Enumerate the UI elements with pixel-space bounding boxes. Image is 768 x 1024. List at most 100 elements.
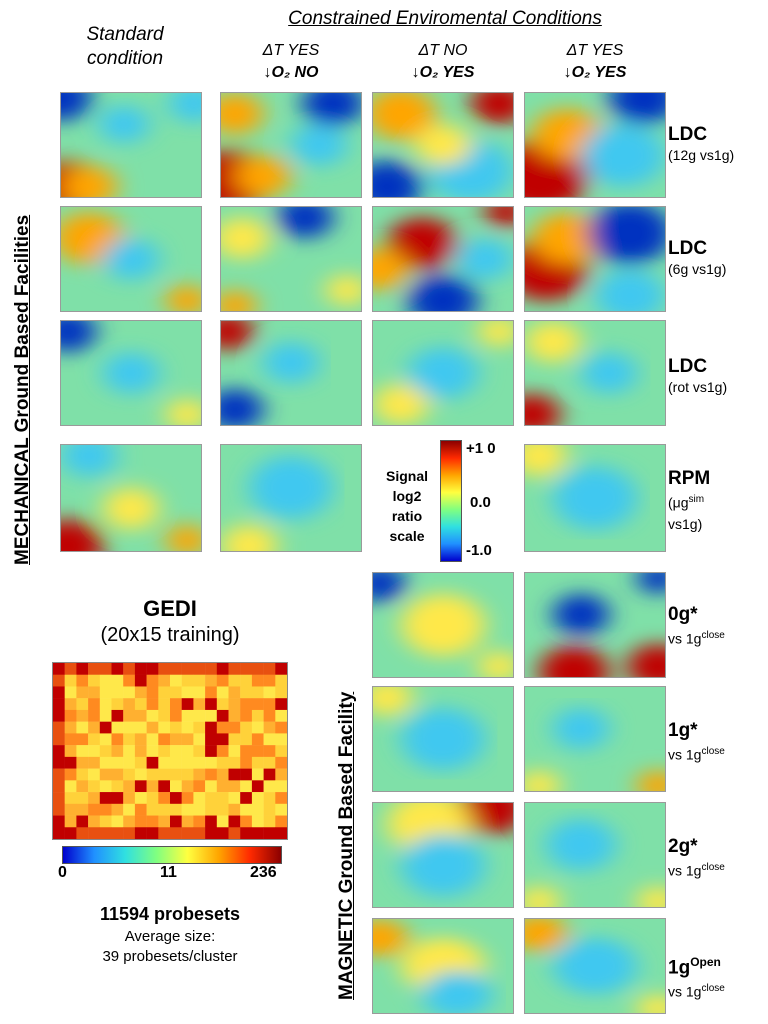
gedi-cell [216,709,229,722]
gedi-cell [240,674,253,687]
gedi-cell [181,721,194,734]
gedi-cell [216,674,229,687]
gedi-cell [134,674,147,687]
gedi-cell [123,721,136,734]
gedi-cell [111,698,124,711]
gedi-cell [76,709,89,722]
gedi-cell [240,698,253,711]
gedi-cell [99,663,112,675]
gedi-cell [111,803,124,816]
gedi-cell [158,663,171,675]
gedi-cell [193,721,206,734]
row-label-2g-sup: close [701,862,725,873]
gedi-cell [205,698,218,711]
gedi-cell [53,674,65,687]
gedi-cell [99,721,112,734]
row-label-rpm-sup: sim [688,494,705,505]
heatmap-tile-r1-c2 [220,92,362,198]
gedi-cell [228,803,241,816]
heatmap-tile-r8-c4 [524,918,666,1014]
gedi-cell [134,756,147,769]
row-label-1g: 1g* vs 1gclose [668,720,725,766]
gedi-cell [111,663,124,675]
gedi-cell [158,745,171,758]
gedi-cell [76,745,89,758]
gedi-cell [228,686,241,699]
gedi-cell [99,792,112,805]
gedi-cell [251,768,264,781]
gedi-cell [240,803,253,816]
gedi-cell [205,768,218,781]
gedi-cell [76,733,89,746]
gedi-cell [181,780,194,793]
gedi-cell [228,745,241,758]
row-label-rpm-sub1: (μg [668,494,689,511]
condition-col3-o2: ↓O₂ YES [563,64,627,81]
gedi-cell [263,709,276,722]
gedi-cell [181,815,194,828]
row-label-0g-sup: close [701,630,725,641]
gedi-subtitle: (20x15 training) [100,624,240,646]
gedi-cell [99,803,112,816]
gedi-cell [216,768,229,781]
gedi-cell [123,815,136,828]
gedi-cell [123,686,136,699]
heatmap-tile-r3-c4 [524,320,666,426]
row-label-1g-open-sub: vs 1g [668,983,702,1000]
gedi-cell [88,780,101,793]
gedi-cell [134,663,147,675]
gedi-cell [216,698,229,711]
gedi-cell [251,780,264,793]
gedi-cell [228,756,241,769]
row-label-0g: 0g* vs 1gclose [668,604,725,650]
row-label-1g-sup: close [701,746,725,757]
gedi-cell [111,768,124,781]
gedi-cell [193,698,206,711]
gedi-cell [146,674,159,687]
gedi-cell [170,698,182,711]
signal-legend-min: -1.0 [466,542,492,559]
gedi-cell [170,709,182,722]
standard-condition-line1: Standard [86,24,164,45]
gedi-cell [263,780,276,793]
gedi-cell [146,745,159,758]
gedi-cell [146,698,159,711]
heatmap-tile-r1-c3 [372,92,514,198]
condition-col1-dt: ΔT YES [262,42,320,59]
condition-col2-o2: ↓O₂ YES [411,64,475,81]
gedi-cell [240,686,253,699]
gedi-cell [216,792,229,805]
gedi-cell [146,663,159,675]
gedi-cell [240,792,253,805]
gedi-cell [240,768,253,781]
gedi-title: GEDI [143,596,197,621]
gedi-cell [263,803,276,816]
gedi-cell [146,756,159,769]
signal-legend-line2: log2 [392,488,422,504]
signal-legend-label: Signal log2 ratio scale [380,466,434,546]
row-label-ldc-6g-sub: (6g vs1g) [668,261,727,277]
signal-legend-line4: scale [389,528,425,544]
gedi-cell [263,768,276,781]
row-label-1g-open-sup: close [701,983,725,995]
standard-condition-line2: condition [86,48,164,69]
gedi-cell [111,721,124,734]
gedi-cell [111,733,124,746]
gedi-cell [263,686,276,699]
gedi-cell [76,674,89,687]
gedi-cell [193,745,206,758]
gedi-cell [170,768,182,781]
row-label-2g-sub: vs 1g [668,862,702,879]
gedi-cell [146,733,159,746]
gedi-cell [275,674,287,687]
gedi-cell [76,756,89,769]
gedi-cell [111,815,124,828]
gedi-cell [263,698,276,711]
row-label-rpm-main: RPM [668,468,711,489]
gedi-cell [193,756,206,769]
gedi-cell [228,709,241,722]
gedi-cell [228,733,241,746]
gedi-cell [158,721,171,734]
gedi-cell [181,709,194,722]
gedi-cell [64,745,77,758]
